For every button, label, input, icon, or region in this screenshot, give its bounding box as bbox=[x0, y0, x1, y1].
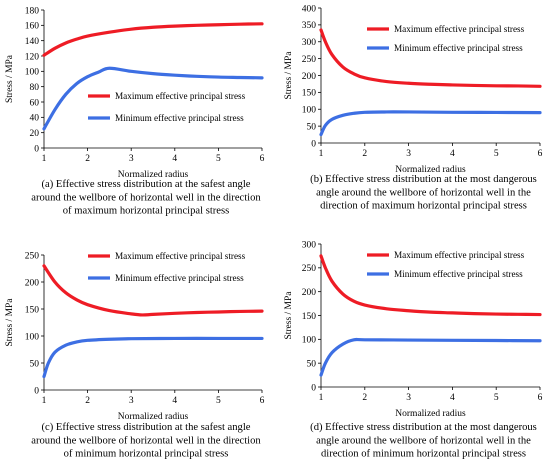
x-tick-label: 2 bbox=[85, 154, 90, 164]
x-axis-label: Normalized radius bbox=[118, 170, 189, 180]
x-tick-label: 4 bbox=[172, 396, 177, 406]
legend-entry: Minimum effective principal stress bbox=[394, 43, 523, 53]
legend-entry: Maximum effective principal stress bbox=[394, 250, 525, 260]
y-tick-label: 200 bbox=[302, 288, 317, 298]
x-tick-label: 1 bbox=[42, 396, 47, 406]
y-tick-label: 150 bbox=[25, 305, 40, 315]
caption-line: (d) Effective stress distribution at the… bbox=[310, 422, 537, 433]
x-tick-label: 3 bbox=[129, 154, 134, 164]
y-tick-label: 300 bbox=[302, 240, 317, 250]
caption-line: of minimum horizontal principal stress bbox=[64, 449, 229, 460]
x-tick-label: 2 bbox=[362, 149, 367, 159]
legend-entry: Maximum effective principal stress bbox=[394, 24, 525, 34]
chart-panel-a: 0 20 40 60 80 100 120 140 160 180 1 2 3 4 5 6 Normalized… bbox=[5, 6, 265, 216]
y-tick-label: 200 bbox=[302, 72, 317, 82]
chart-panel-b: 0 50 100 150 200 250 300 350 400 1 2 3 4 5 6 Normalized… bbox=[284, 4, 543, 211]
caption-line: direction of minimum horizontal principa… bbox=[321, 449, 526, 460]
y-tick-label: 350 bbox=[302, 21, 317, 31]
legend-entry: Minimum effective principal stress bbox=[394, 269, 523, 279]
caption-line: of maximum horizontal principal stress bbox=[63, 206, 230, 217]
y-tick-label: 180 bbox=[25, 6, 40, 16]
y-tick-label: 250 bbox=[302, 55, 317, 65]
legend-entry: Minimum effective principal stress bbox=[115, 273, 244, 283]
x-axis-label: Normalized radius bbox=[395, 409, 466, 419]
x-tick-label: 5 bbox=[216, 396, 221, 406]
y-axis-label: Stress / MPa bbox=[5, 298, 15, 347]
y-tick-label: 0 bbox=[34, 144, 39, 154]
y-tick-label: 50 bbox=[307, 122, 317, 132]
caption-line: around the wellbore of horizontal well i… bbox=[31, 192, 261, 203]
caption-line: (b) Effective stress distribution at the… bbox=[310, 174, 537, 185]
legend-entry: Maximum effective principal stress bbox=[115, 251, 246, 261]
y-axis-label: Stress / MPa bbox=[5, 54, 15, 103]
y-tick-label: 0 bbox=[311, 139, 316, 149]
min-stress-line bbox=[319, 110, 542, 137]
x-tick-label: 4 bbox=[172, 154, 177, 164]
y-tick-label: 100 bbox=[302, 106, 317, 116]
y-tick-label: 140 bbox=[25, 37, 40, 47]
max-stress-line bbox=[42, 22, 264, 57]
y-axis-label: Stress / MPa bbox=[284, 291, 294, 340]
max-stress-line bbox=[319, 254, 542, 317]
x-tick-label: 1 bbox=[42, 154, 47, 164]
y-tick-label: 20 bbox=[30, 129, 40, 139]
y-tick-label: 400 bbox=[302, 4, 317, 14]
min-stress-line bbox=[42, 66, 264, 131]
y-tick-label: 250 bbox=[25, 251, 40, 261]
y-tick-label: 120 bbox=[25, 52, 40, 62]
y-tick-label: 300 bbox=[302, 38, 317, 48]
x-tick-label: 5 bbox=[216, 154, 221, 164]
y-tick-label: 160 bbox=[25, 22, 40, 32]
y-tick-label: 50 bbox=[30, 359, 40, 369]
x-tick-label: 6 bbox=[260, 154, 265, 164]
x-tick-label: 3 bbox=[406, 149, 411, 159]
x-axis-label: Normalized radius bbox=[395, 165, 466, 175]
caption-line: (a) Effective stress distribution at the… bbox=[42, 179, 251, 190]
x-tick-label: 5 bbox=[494, 393, 499, 403]
min-stress-line bbox=[42, 336, 264, 379]
caption-line: direction of maximum horizontal principa… bbox=[320, 201, 527, 212]
x-tick-label: 5 bbox=[494, 149, 499, 159]
x-axis-label: Normalized radius bbox=[118, 412, 189, 422]
caption-line: (c) Effective stress distribution at the… bbox=[42, 422, 251, 433]
x-tick-label: 6 bbox=[538, 393, 543, 403]
x-tick-label: 4 bbox=[450, 149, 455, 159]
legend-entry: Maximum effective principal stress bbox=[115, 91, 246, 101]
caption-line: angle around the wellbore of horizontal … bbox=[316, 187, 531, 198]
y-axis-label: Stress / MPa bbox=[284, 51, 294, 100]
chart-panel-d: 0 50 100 150 200 250 300 1 2 3 4 5 6 Normalized radiu… bbox=[284, 240, 543, 459]
x-tick-label: 2 bbox=[85, 396, 90, 406]
x-tick-label: 6 bbox=[538, 149, 543, 159]
max-stress-line bbox=[319, 28, 542, 88]
caption-line: around the wellbore of horizontal well i… bbox=[31, 435, 261, 446]
y-tick-label: 60 bbox=[30, 98, 40, 108]
y-tick-label: 100 bbox=[302, 336, 317, 346]
y-tick-label: 150 bbox=[302, 89, 317, 99]
max-stress-line bbox=[42, 264, 264, 317]
chart-panel-c: 0 50 100 150 200 250 1 2 3 4 5 6 Normalized radius St… bbox=[5, 251, 265, 459]
x-tick-label: 3 bbox=[406, 393, 411, 403]
y-tick-label: 0 bbox=[311, 383, 316, 393]
x-tick-label: 1 bbox=[319, 149, 324, 159]
x-tick-label: 6 bbox=[260, 396, 265, 406]
y-tick-label: 50 bbox=[307, 359, 317, 369]
y-tick-label: 150 bbox=[302, 312, 317, 322]
min-stress-line bbox=[319, 337, 542, 377]
y-tick-label: 100 bbox=[25, 68, 40, 78]
y-tick-label: 80 bbox=[30, 83, 40, 93]
x-tick-label: 2 bbox=[362, 393, 367, 403]
y-tick-label: 0 bbox=[34, 386, 39, 396]
y-tick-label: 100 bbox=[25, 332, 40, 342]
legend-entry: Minimum effective principal stress bbox=[115, 113, 244, 123]
x-tick-label: 3 bbox=[129, 396, 134, 406]
y-tick-label: 40 bbox=[30, 114, 40, 124]
y-tick-label: 250 bbox=[302, 264, 317, 274]
y-tick-label: 200 bbox=[25, 278, 40, 288]
x-tick-label: 4 bbox=[450, 393, 455, 403]
caption-line: angle around the wellbore of horizontal … bbox=[316, 435, 531, 446]
x-tick-label: 1 bbox=[319, 393, 324, 403]
